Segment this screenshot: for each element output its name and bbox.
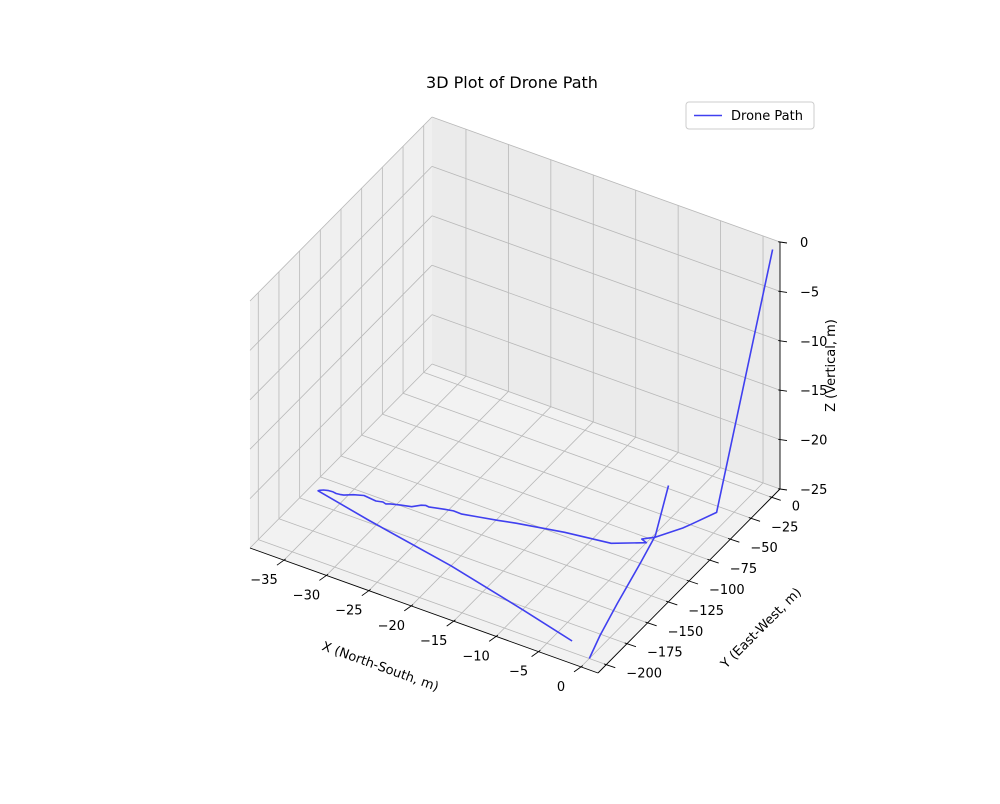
y-tick-label: −75 <box>730 562 757 577</box>
x-tick-mark <box>319 573 329 581</box>
grid-line-z <box>249 215 433 401</box>
x-tick-label: −10 <box>462 649 489 664</box>
grid-line-z <box>431 314 781 440</box>
y-tick-mark <box>624 642 637 648</box>
y-tick-label: −175 <box>647 646 683 661</box>
grid-line-y <box>258 539 607 666</box>
z-tick-mark <box>778 438 788 442</box>
grid-line-z <box>249 363 433 549</box>
y-tick-label: −125 <box>688 604 724 619</box>
y-tick-label: 0 <box>792 499 800 514</box>
grid-line-z <box>249 264 433 450</box>
y-tick-label: −150 <box>668 625 704 640</box>
x-tick-label: −5 <box>509 665 528 680</box>
grid-line-y <box>278 518 628 645</box>
y-tick-mark <box>707 558 719 564</box>
y-tick-mark <box>748 517 761 522</box>
series-line-drone-path-part-2 <box>317 249 774 642</box>
x-tick-mark <box>446 619 456 627</box>
x-tick-label: 0 <box>557 680 565 695</box>
grid-line-y <box>320 476 669 603</box>
legend-box <box>685 101 815 130</box>
x-tick-label: −15 <box>420 634 447 649</box>
x-tick-label: −30 <box>293 588 320 603</box>
grid-line-z <box>249 116 433 302</box>
grid-line-y <box>361 434 710 561</box>
grid-line-y <box>299 497 648 624</box>
x-tick-mark <box>276 558 286 566</box>
grid-line-y <box>382 413 731 540</box>
y-tick-mark <box>665 600 678 606</box>
legend-label-drone-path: Drone Path <box>731 109 803 124</box>
grid-line-y <box>340 455 690 582</box>
x-tick-mark <box>531 650 541 658</box>
y-tick-label: −50 <box>750 541 777 556</box>
z-tick-mark <box>778 340 788 343</box>
grid-line-z <box>249 166 433 351</box>
chart-title: 3D Plot of Drone Path <box>426 73 598 92</box>
grid-line-z <box>431 215 781 342</box>
z-tick-mark <box>778 241 788 244</box>
z-tick-mark <box>778 488 788 491</box>
z-tick-mark <box>778 290 788 293</box>
series-layer <box>317 249 774 659</box>
grid-line-z <box>431 116 781 243</box>
x-tick-label: −35 <box>250 573 277 588</box>
z-tick-label: 0 <box>800 236 808 251</box>
x-tick-label: −25 <box>335 604 362 619</box>
z-tick-label: −20 <box>800 434 827 449</box>
y-tick-label: −100 <box>709 583 745 598</box>
grid-line-y <box>402 392 752 519</box>
y-tick-mark <box>727 538 740 543</box>
y-tick-mark <box>769 496 781 501</box>
y-tick-mark <box>603 663 616 669</box>
grid-line-z <box>431 363 781 490</box>
x-tick-mark <box>404 604 414 612</box>
grid-line-z <box>431 166 781 292</box>
z-tick-label: −10 <box>800 335 827 350</box>
y-tick-label: −200 <box>626 667 662 682</box>
x-tick-mark <box>361 589 371 597</box>
z-tick-label: −5 <box>800 285 819 300</box>
series-line-drone-path-part-1 <box>588 485 670 659</box>
y-axis-label: Y (East-West, m) <box>718 585 805 672</box>
grid-line-y <box>423 371 772 498</box>
x-tick-mark <box>573 665 584 673</box>
x-tick-mark <box>488 634 499 642</box>
y-tick-mark <box>686 579 699 585</box>
z-tick-mark <box>778 389 788 392</box>
axis-panes <box>250 117 780 673</box>
tick-marks: −35−30−25−20−15−10−500−25−50−75−100−125−… <box>250 236 827 695</box>
x-axis-line <box>249 547 599 674</box>
legend: Drone Path <box>685 101 815 130</box>
y-tick-label: −25 <box>771 520 798 535</box>
x-tick-label: −20 <box>378 619 405 634</box>
z-axis-label: Z (Vertical, m) <box>824 319 839 412</box>
y-tick-mark <box>645 621 657 627</box>
grid-line-z <box>431 264 781 391</box>
z-tick-label: −25 <box>800 483 827 498</box>
grid-lines <box>249 116 781 668</box>
grid-line-z <box>249 314 433 499</box>
z-tick-label: −15 <box>800 384 827 399</box>
back-wall-pane <box>432 117 780 489</box>
